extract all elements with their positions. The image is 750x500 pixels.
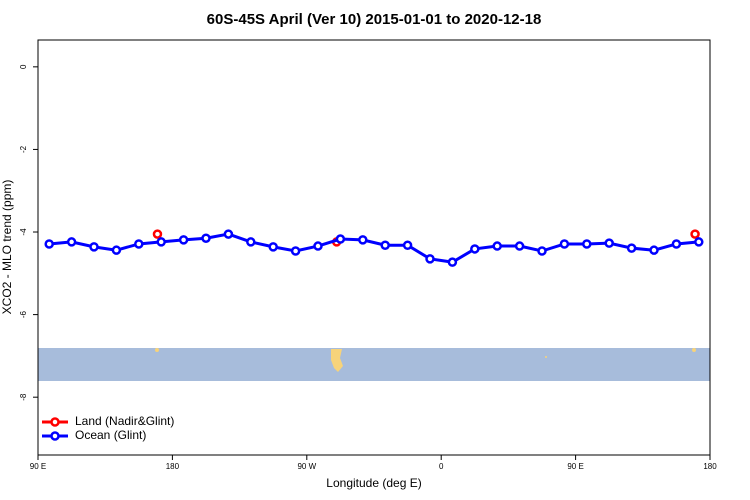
y-tick-label: -6	[19, 311, 28, 319]
legend-label: Ocean (Glint)	[75, 428, 146, 442]
data-point	[313, 241, 323, 251]
data-point	[111, 245, 122, 255]
data-point	[604, 238, 614, 248]
data-point	[402, 240, 413, 250]
data-point	[425, 254, 435, 264]
data-point	[559, 239, 570, 249]
x-tick-label: 0	[439, 462, 444, 471]
data-point	[156, 237, 166, 247]
data-point	[649, 245, 659, 255]
data-point	[492, 241, 502, 251]
data-point	[134, 239, 144, 249]
x-tick-label: 90 W	[297, 462, 316, 471]
legend-marker	[50, 431, 60, 441]
data-point	[626, 243, 637, 253]
data-point	[380, 240, 390, 250]
x-axis-label: Longitude (deg E)	[326, 476, 421, 490]
land-shapes	[155, 348, 696, 372]
y-tick-label: -2	[19, 145, 28, 153]
data-point	[582, 239, 592, 249]
data-point	[537, 246, 547, 256]
x-tick-label: 180	[703, 462, 717, 471]
y-tick-label: -4	[19, 228, 28, 236]
data-point	[223, 229, 234, 239]
data-point	[246, 237, 256, 247]
y-axis-label: XCO2 - MLO trend (ppm)	[0, 180, 14, 315]
data-point	[514, 241, 525, 251]
plot-frame	[37, 39, 711, 456]
chart-title: 60S-45S April (Ver 10) 2015-01-01 to 202…	[207, 11, 542, 28]
data-point	[470, 244, 480, 254]
data-point	[290, 246, 301, 256]
data-point	[358, 235, 368, 245]
data-point	[447, 257, 458, 267]
data-point	[89, 242, 99, 252]
data-point	[44, 239, 54, 249]
series-line	[49, 232, 699, 264]
y-tick-label: 0	[19, 64, 28, 69]
legend-marker	[50, 417, 60, 427]
data-point	[152, 229, 163, 239]
x-tick-label: 180	[166, 462, 180, 471]
x-tick-label: 90 E	[567, 462, 583, 471]
data-point	[178, 235, 189, 245]
map-strip	[38, 348, 710, 381]
data-point	[690, 229, 700, 239]
data-point	[66, 237, 77, 247]
legend-label: Land (Nadir&Glint)	[75, 414, 174, 428]
data-point	[671, 239, 682, 249]
y-tick-label: -8	[19, 393, 28, 401]
data-point	[201, 233, 211, 243]
x-tick-label: 90 E	[30, 462, 46, 471]
data-point	[335, 234, 346, 244]
data-point	[694, 237, 704, 247]
data-point	[268, 242, 278, 252]
